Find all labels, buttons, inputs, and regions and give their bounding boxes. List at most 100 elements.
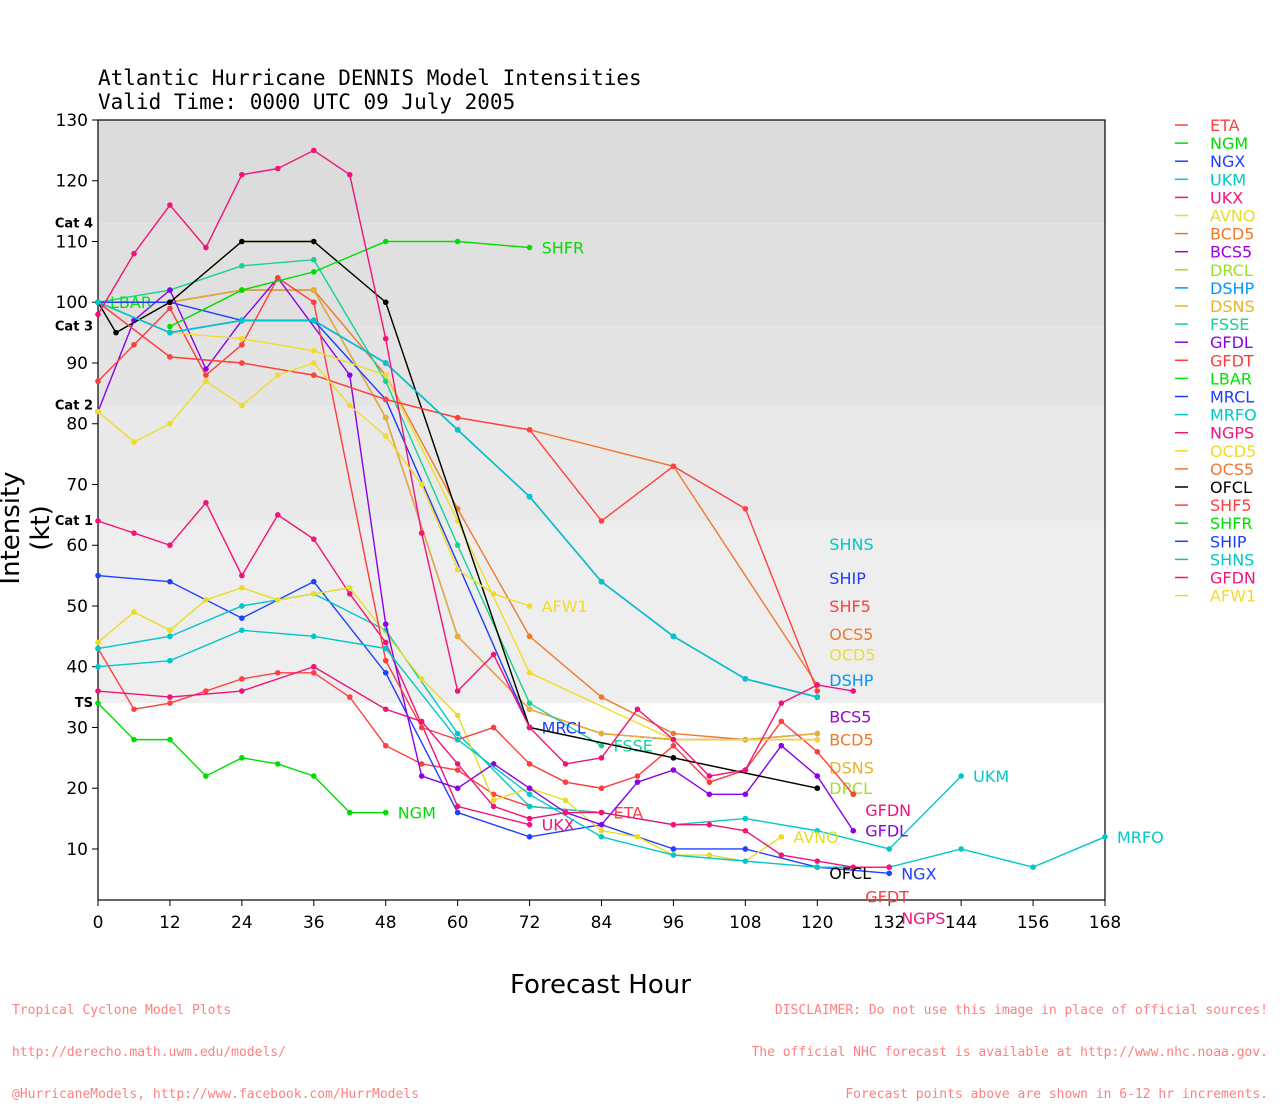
series-end-label: BCD5 [829, 731, 873, 750]
data-point [670, 633, 677, 640]
footer-line: http://derecho.math.uwm.edu/models/ [12, 1045, 286, 1060]
data-point [958, 773, 964, 779]
series-ocd5: OCD5 [95, 299, 876, 743]
x-tick-label: 0 [93, 913, 104, 933]
data-point [454, 542, 461, 549]
data-point [310, 591, 317, 597]
data-point [634, 706, 641, 713]
x-tick-label: 144 [945, 913, 977, 933]
data-point [598, 809, 605, 816]
series-ukx: UKX [95, 499, 575, 835]
series-end-label: NGM [398, 804, 436, 823]
data-point [454, 785, 461, 792]
data-point [634, 773, 641, 779]
series-end-label: GFDL [865, 822, 908, 841]
data-point [526, 700, 533, 706]
data-point [239, 572, 245, 579]
legend-entry: UKM [1210, 170, 1246, 189]
data-point [239, 262, 245, 269]
data-point [239, 341, 245, 348]
data-point [742, 505, 749, 512]
data-point [490, 803, 497, 810]
data-point [167, 700, 173, 706]
y-axis-label: Intensity (kt) [0, 471, 56, 585]
data-point [454, 736, 461, 743]
legend-entry: SHNS [1210, 550, 1254, 569]
data-point [167, 627, 173, 634]
data-point [670, 463, 677, 470]
series-end-label: GFDN [865, 801, 911, 820]
data-point [310, 317, 317, 324]
data-point [814, 694, 821, 700]
series-end-label: OCS5 [829, 625, 873, 644]
footer-disclaimer: DISCLAIMER: Do not use this image in pla… [751, 976, 1268, 1116]
data-point [167, 736, 173, 743]
series-line [97, 574, 890, 874]
data-point [382, 706, 389, 713]
data-point [131, 736, 137, 743]
x-axis-label: Forecast Hour [510, 970, 691, 1000]
data-point [310, 287, 317, 293]
legend-entry: NGX [1210, 152, 1245, 171]
data-point [167, 323, 173, 330]
data-point [239, 238, 245, 245]
data-point [310, 238, 317, 245]
series-end-label: OFCL [829, 864, 871, 883]
data-point [167, 305, 173, 312]
data-point [490, 724, 497, 731]
x-tick-label: 120 [801, 913, 833, 933]
data-point [95, 408, 101, 415]
data-point [95, 700, 101, 706]
data-point [239, 615, 245, 621]
data-point [598, 518, 605, 524]
data-point [95, 378, 101, 385]
data-point [634, 779, 641, 785]
data-point [706, 852, 713, 858]
legend-entry: DSNS [1210, 297, 1255, 316]
legend-entry: SHF5 [1210, 496, 1252, 515]
data-point [598, 821, 605, 828]
data-point [239, 360, 245, 366]
data-point [670, 742, 677, 749]
series-end-label: SHNS [829, 535, 873, 554]
data-point [131, 530, 137, 536]
data-point [95, 639, 101, 646]
data-point [778, 852, 785, 858]
series-end-label: ETA [614, 804, 644, 823]
series-line [169, 240, 530, 328]
data-point [454, 712, 461, 719]
data-point [382, 742, 389, 749]
y-tick-label: 130 [56, 111, 88, 131]
category-label: TS [75, 696, 93, 711]
series-end-label: SHF5 [829, 597, 871, 616]
data-point [670, 767, 677, 773]
data-point [742, 858, 749, 864]
y-tick-label: 50 [66, 597, 88, 617]
data-point [1030, 864, 1036, 870]
data-point [598, 694, 605, 700]
series-afw1: AFW1 [95, 360, 588, 616]
data-point [382, 621, 389, 628]
category-band [98, 223, 1105, 327]
data-point [490, 797, 497, 804]
data-point [310, 536, 317, 542]
data-point [418, 724, 425, 731]
series-line [97, 258, 602, 747]
data-point [454, 809, 461, 816]
data-point [418, 481, 425, 488]
data-point [1102, 834, 1108, 840]
y-tick-label: 100 [56, 293, 88, 313]
category-label: Cat 1 [55, 514, 93, 529]
data-point [454, 427, 461, 433]
data-point [814, 682, 821, 688]
data-point [526, 670, 533, 676]
data-point [454, 566, 461, 573]
data-point [167, 694, 173, 700]
series-end-label: NGPS [901, 909, 945, 928]
series-end-label: GFDT [865, 887, 909, 906]
data-point [670, 846, 677, 852]
data-point [418, 773, 425, 779]
x-tick-label: 12 [159, 913, 181, 933]
legend-entry: ETA [1210, 116, 1240, 135]
data-point [310, 256, 317, 263]
